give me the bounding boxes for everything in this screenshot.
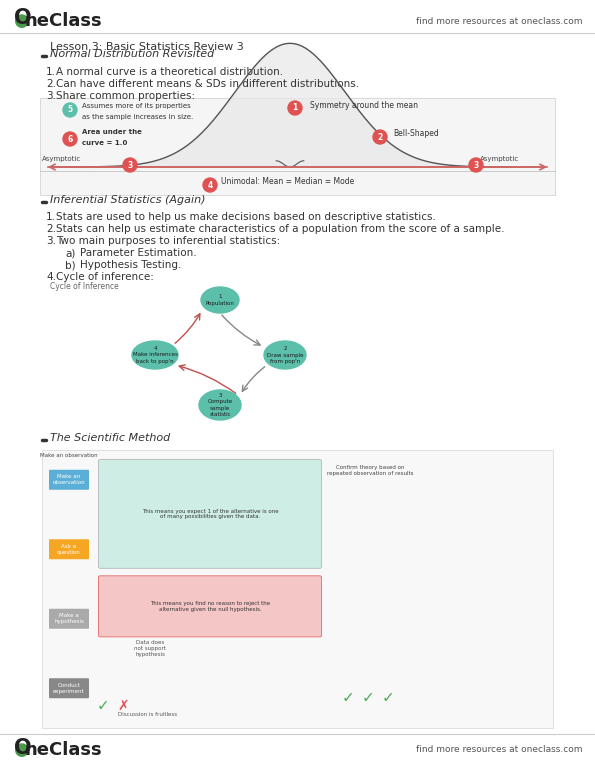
Text: ✓: ✓ bbox=[342, 691, 355, 705]
Circle shape bbox=[63, 103, 77, 117]
Text: Parameter Estimation.: Parameter Estimation. bbox=[80, 248, 196, 258]
Bar bbox=[40, 98, 555, 195]
Text: Confirm theory based on
repeated observation of results: Confirm theory based on repeated observa… bbox=[327, 465, 414, 476]
Text: 1: 1 bbox=[292, 103, 298, 112]
FancyBboxPatch shape bbox=[99, 460, 321, 568]
Circle shape bbox=[203, 178, 217, 192]
FancyBboxPatch shape bbox=[49, 678, 89, 698]
Text: ●: ● bbox=[14, 741, 30, 759]
Text: 6: 6 bbox=[67, 135, 73, 143]
Text: Asymptotic: Asymptotic bbox=[480, 156, 519, 162]
Text: 3.: 3. bbox=[46, 236, 56, 246]
FancyBboxPatch shape bbox=[49, 470, 89, 490]
Circle shape bbox=[63, 132, 77, 146]
Ellipse shape bbox=[132, 341, 178, 369]
Ellipse shape bbox=[201, 287, 239, 313]
Text: Cycle of inference:: Cycle of inference: bbox=[56, 272, 154, 282]
Text: 4
Make inferences
back to pop'n: 4 Make inferences back to pop'n bbox=[133, 346, 177, 363]
Text: Stats are used to help us make decisions based on descriptive statistics.: Stats are used to help us make decisions… bbox=[56, 212, 436, 222]
Bar bbox=[42, 450, 553, 728]
Text: Symmetry around the mean: Symmetry around the mean bbox=[310, 101, 418, 109]
Text: Discussion is fruitless: Discussion is fruitless bbox=[118, 712, 177, 717]
Text: ✓: ✓ bbox=[381, 691, 394, 705]
Text: 1.: 1. bbox=[46, 67, 56, 77]
Text: 4: 4 bbox=[208, 180, 212, 189]
Text: Area under the: Area under the bbox=[82, 129, 142, 135]
Text: Hypothesis Testing.: Hypothesis Testing. bbox=[80, 260, 181, 270]
Text: Stats can help us estimate characteristics of a population from the score of a s: Stats can help us estimate characteristi… bbox=[56, 224, 505, 234]
FancyBboxPatch shape bbox=[49, 609, 89, 629]
Circle shape bbox=[288, 101, 302, 115]
Text: Inferential Statistics (Again): Inferential Statistics (Again) bbox=[50, 195, 205, 205]
Text: as the sample increases in size.: as the sample increases in size. bbox=[82, 114, 193, 120]
Text: 2.: 2. bbox=[46, 79, 56, 89]
Text: Ask a
question: Ask a question bbox=[57, 544, 81, 554]
Text: Make an
observation: Make an observation bbox=[53, 474, 85, 485]
Text: ●: ● bbox=[14, 12, 30, 30]
Circle shape bbox=[469, 158, 483, 172]
Text: Make an observation: Make an observation bbox=[40, 453, 98, 458]
FancyBboxPatch shape bbox=[99, 576, 321, 637]
Text: Two main purposes to inferential statistics:: Two main purposes to inferential statist… bbox=[56, 236, 280, 246]
Text: 3: 3 bbox=[474, 160, 478, 169]
Text: Normal Distribution Revisited: Normal Distribution Revisited bbox=[50, 49, 214, 59]
Text: curve = 1.0: curve = 1.0 bbox=[82, 140, 127, 146]
Ellipse shape bbox=[264, 341, 306, 369]
Text: ✗: ✗ bbox=[117, 699, 129, 713]
Text: A normal curve is a theoretical distribution.: A normal curve is a theoretical distribu… bbox=[56, 67, 283, 77]
FancyBboxPatch shape bbox=[49, 539, 89, 559]
Ellipse shape bbox=[199, 390, 241, 420]
Text: 5: 5 bbox=[67, 105, 73, 115]
Text: Unimodal: Mean = Median = Mode: Unimodal: Mean = Median = Mode bbox=[221, 178, 354, 186]
Text: neClass: neClass bbox=[25, 12, 102, 30]
Text: 4.: 4. bbox=[46, 272, 56, 282]
Text: neClass: neClass bbox=[25, 741, 102, 759]
Text: Make a
hypothesis: Make a hypothesis bbox=[54, 614, 84, 624]
Text: 3
Compute
sample
statistic: 3 Compute sample statistic bbox=[208, 393, 233, 417]
Circle shape bbox=[123, 158, 137, 172]
Text: 2.: 2. bbox=[46, 224, 56, 234]
Text: Assumes more of its properties: Assumes more of its properties bbox=[82, 103, 191, 109]
Text: O: O bbox=[14, 8, 32, 28]
Text: Bell-Shaped: Bell-Shaped bbox=[393, 129, 439, 139]
Text: Conduct
experiment: Conduct experiment bbox=[53, 683, 85, 694]
Text: ✓: ✓ bbox=[362, 691, 374, 705]
Text: ✓: ✓ bbox=[96, 698, 109, 714]
Circle shape bbox=[373, 130, 387, 144]
Text: Data does
not support
hypothesis: Data does not support hypothesis bbox=[134, 641, 166, 657]
Text: a): a) bbox=[65, 248, 76, 258]
Text: Lesson 3: Basic Statistics Review 3: Lesson 3: Basic Statistics Review 3 bbox=[50, 42, 244, 52]
Text: This means you expect 1 of the alternative is one
of many possibilities given th: This means you expect 1 of the alternati… bbox=[142, 508, 278, 519]
Text: Asymptotic: Asymptotic bbox=[42, 156, 82, 162]
Text: Cycle of Inference: Cycle of Inference bbox=[50, 282, 119, 291]
Text: find more resources at oneclass.com: find more resources at oneclass.com bbox=[416, 16, 583, 25]
Text: 1.: 1. bbox=[46, 212, 56, 222]
Text: 3: 3 bbox=[127, 160, 133, 169]
Text: 1
Population: 1 Population bbox=[205, 294, 234, 306]
Text: find more resources at oneclass.com: find more resources at oneclass.com bbox=[416, 745, 583, 755]
Text: O: O bbox=[14, 738, 32, 758]
Text: Can have different means & SDs in different distributions.: Can have different means & SDs in differ… bbox=[56, 79, 359, 89]
Text: 2
Draw sample
from pop'n: 2 Draw sample from pop'n bbox=[267, 346, 303, 363]
Text: 3.: 3. bbox=[46, 91, 56, 101]
Text: Share common properties:: Share common properties: bbox=[56, 91, 195, 101]
Text: This means you find no reason to reject the
alternative given the null hypothesi: This means you find no reason to reject … bbox=[150, 601, 270, 612]
Text: b): b) bbox=[65, 260, 76, 270]
Text: 2: 2 bbox=[377, 132, 383, 142]
Text: The Scientific Method: The Scientific Method bbox=[50, 433, 170, 443]
